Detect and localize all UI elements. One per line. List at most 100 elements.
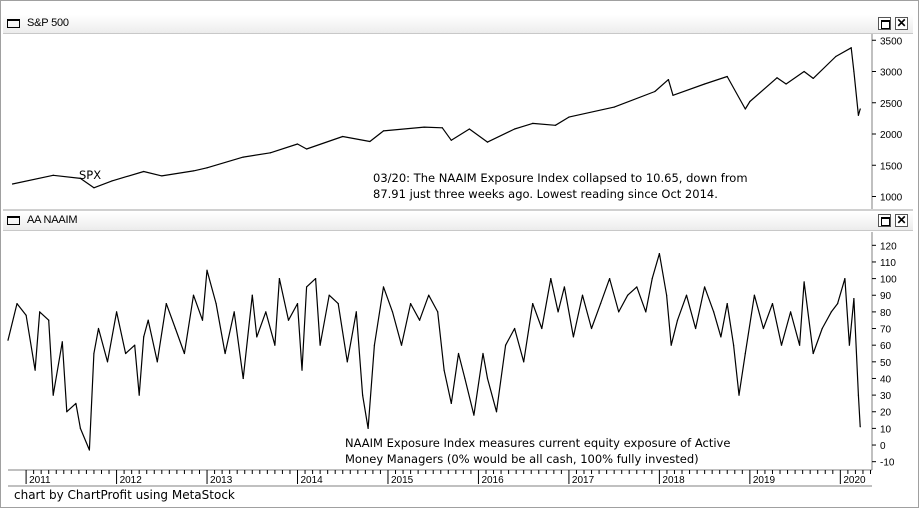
sp500-series-line-point (853, 70, 855, 73)
spx-series-label: SPX (79, 168, 102, 182)
sp500-series-line-point (111, 180, 113, 182)
naaim-annotation-line-2: Money Managers (0% would be all cash, 10… (345, 452, 699, 466)
naaim-series-line-point (651, 278, 653, 280)
sp500-series-line-point (296, 143, 299, 145)
sp500-series-line-point (749, 100, 751, 103)
naaim-series-line-point (134, 344, 136, 346)
x-tick-label: 2015 (391, 475, 414, 486)
naaim-series-line-point (75, 402, 77, 405)
sp500-series-line-point (79, 177, 81, 179)
naaim-y-tick-label: 110 (880, 258, 896, 269)
naaim-series-line-point (305, 286, 308, 288)
x-tick-label: 2013 (210, 475, 233, 486)
naaim-series-line-point (274, 344, 276, 346)
sp500-panel-titlebar[interactable]: S&P 500 ✕ (3, 15, 913, 34)
naaim-series-line-point (857, 394, 860, 396)
naaim-y-tick-label: 70 (880, 325, 892, 336)
naaim-series-line-point (645, 311, 647, 313)
naaim-series-line-point (720, 336, 722, 338)
naaim-series-line-point (859, 426, 861, 428)
sp500-series-line-point (450, 139, 452, 141)
naaim-series-line-point (762, 327, 765, 330)
naaim-series-line-point (315, 278, 317, 280)
naaim-series-line-point (233, 311, 235, 313)
x-tick-label: 2019 (753, 475, 776, 486)
naaim-series-line-point (599, 302, 602, 305)
naaim-series-line-point (296, 302, 299, 305)
naaim-panel-titlebar[interactable]: AA NAAIM ✕ (3, 212, 913, 231)
naaim-series-line-point (753, 294, 755, 296)
naaim-series-line-point (278, 278, 281, 280)
naaim-series-line-point (156, 361, 158, 363)
naaim-series-line-point (337, 302, 339, 305)
sp500-series-line-point (613, 106, 615, 108)
naaim-series-line-point (52, 394, 54, 396)
sp500-series-line-point (776, 77, 778, 79)
sp500-series-line-point (704, 83, 706, 85)
maximize-icon[interactable] (878, 17, 891, 30)
sp500-series-line-point (532, 122, 534, 124)
sp500-series-line-point (554, 124, 556, 126)
naaim-series-line-point (557, 311, 559, 313)
naaim-series-line-point (97, 327, 100, 330)
sp500-series-line-point (206, 167, 208, 169)
naaim-series-line-point (319, 344, 321, 346)
naaim-y-tick-label: 50 (880, 358, 892, 369)
naaim-series-line-point (803, 281, 805, 283)
naaim-series-line-point (523, 361, 525, 363)
naaim-series-line-point (694, 327, 697, 330)
naaim-series-line-point (251, 294, 253, 296)
naaim-series-line-point (61, 341, 63, 343)
window-icon (7, 216, 20, 225)
sp500-series-line-point (667, 79, 670, 81)
close-icon[interactable]: ✕ (895, 16, 908, 30)
naaim-series-line-point (636, 286, 638, 288)
naaim-annotation: NAAIM Exposure Index measures current eq… (345, 435, 730, 467)
naaim-series-line-point (457, 352, 460, 355)
maximize-icon[interactable] (878, 214, 891, 227)
sp500-series-line-point (52, 174, 54, 176)
naaim-panel-title: AA NAAIM (27, 214, 78, 226)
naaim-series-line-point (799, 344, 801, 346)
naaim-series-line-point (88, 449, 91, 451)
naaim-series-line-point (450, 402, 452, 405)
close-icon[interactable]: ✕ (895, 213, 908, 227)
naaim-series-line-point (367, 427, 369, 429)
naaim-series-line-point (355, 311, 357, 313)
naaim-series-line-point (391, 311, 394, 313)
naaim-series-line-point (419, 319, 421, 321)
naaim-series-line-point (242, 377, 244, 380)
naaim-series-line-point (837, 302, 839, 305)
naaim-series-line-point (224, 352, 226, 355)
naaim-series-line-point (572, 336, 575, 338)
sp500-series-line-point (812, 77, 814, 79)
naaim-y-tick-label: 40 (880, 374, 892, 385)
sp500-series-line-point (441, 127, 443, 129)
naaim-series-line-point (265, 311, 267, 313)
naaim-series-line-point (514, 327, 516, 330)
naaim-series-line-point (541, 327, 543, 330)
x-tick-label: 2018 (662, 475, 685, 486)
sp500-series-line-point (11, 183, 14, 185)
naaim-series-line-point (287, 319, 290, 321)
x-tick-label: 2011 (29, 475, 51, 486)
naaim-series-line-point (670, 344, 672, 346)
naaim-series-line-point (658, 253, 660, 255)
naaim-series-line-point (726, 302, 728, 305)
naaim-series-line-point (16, 302, 18, 305)
naaim-series-line-point (848, 344, 850, 346)
sp500-series-line-point (859, 108, 861, 110)
naaim-series-line-point (609, 278, 611, 280)
naaim-series-line-point (812, 352, 814, 355)
naaim-series-line-point (821, 327, 823, 330)
naaim-series-line-point (482, 352, 484, 355)
naaim-series-line-point (666, 294, 668, 296)
footer-credit: chart by ChartProfit using MetaStock (14, 488, 235, 502)
naaim-series-line-point (7, 339, 9, 341)
naaim-series-line-point (853, 297, 855, 300)
naaim-series-line-point (409, 302, 412, 305)
naaim-y-tick-label: -10 (880, 458, 895, 469)
x-tick-label: 2014 (301, 475, 324, 486)
naaim-series-line-point (437, 311, 439, 313)
sp500-series-line-point (835, 55, 837, 58)
